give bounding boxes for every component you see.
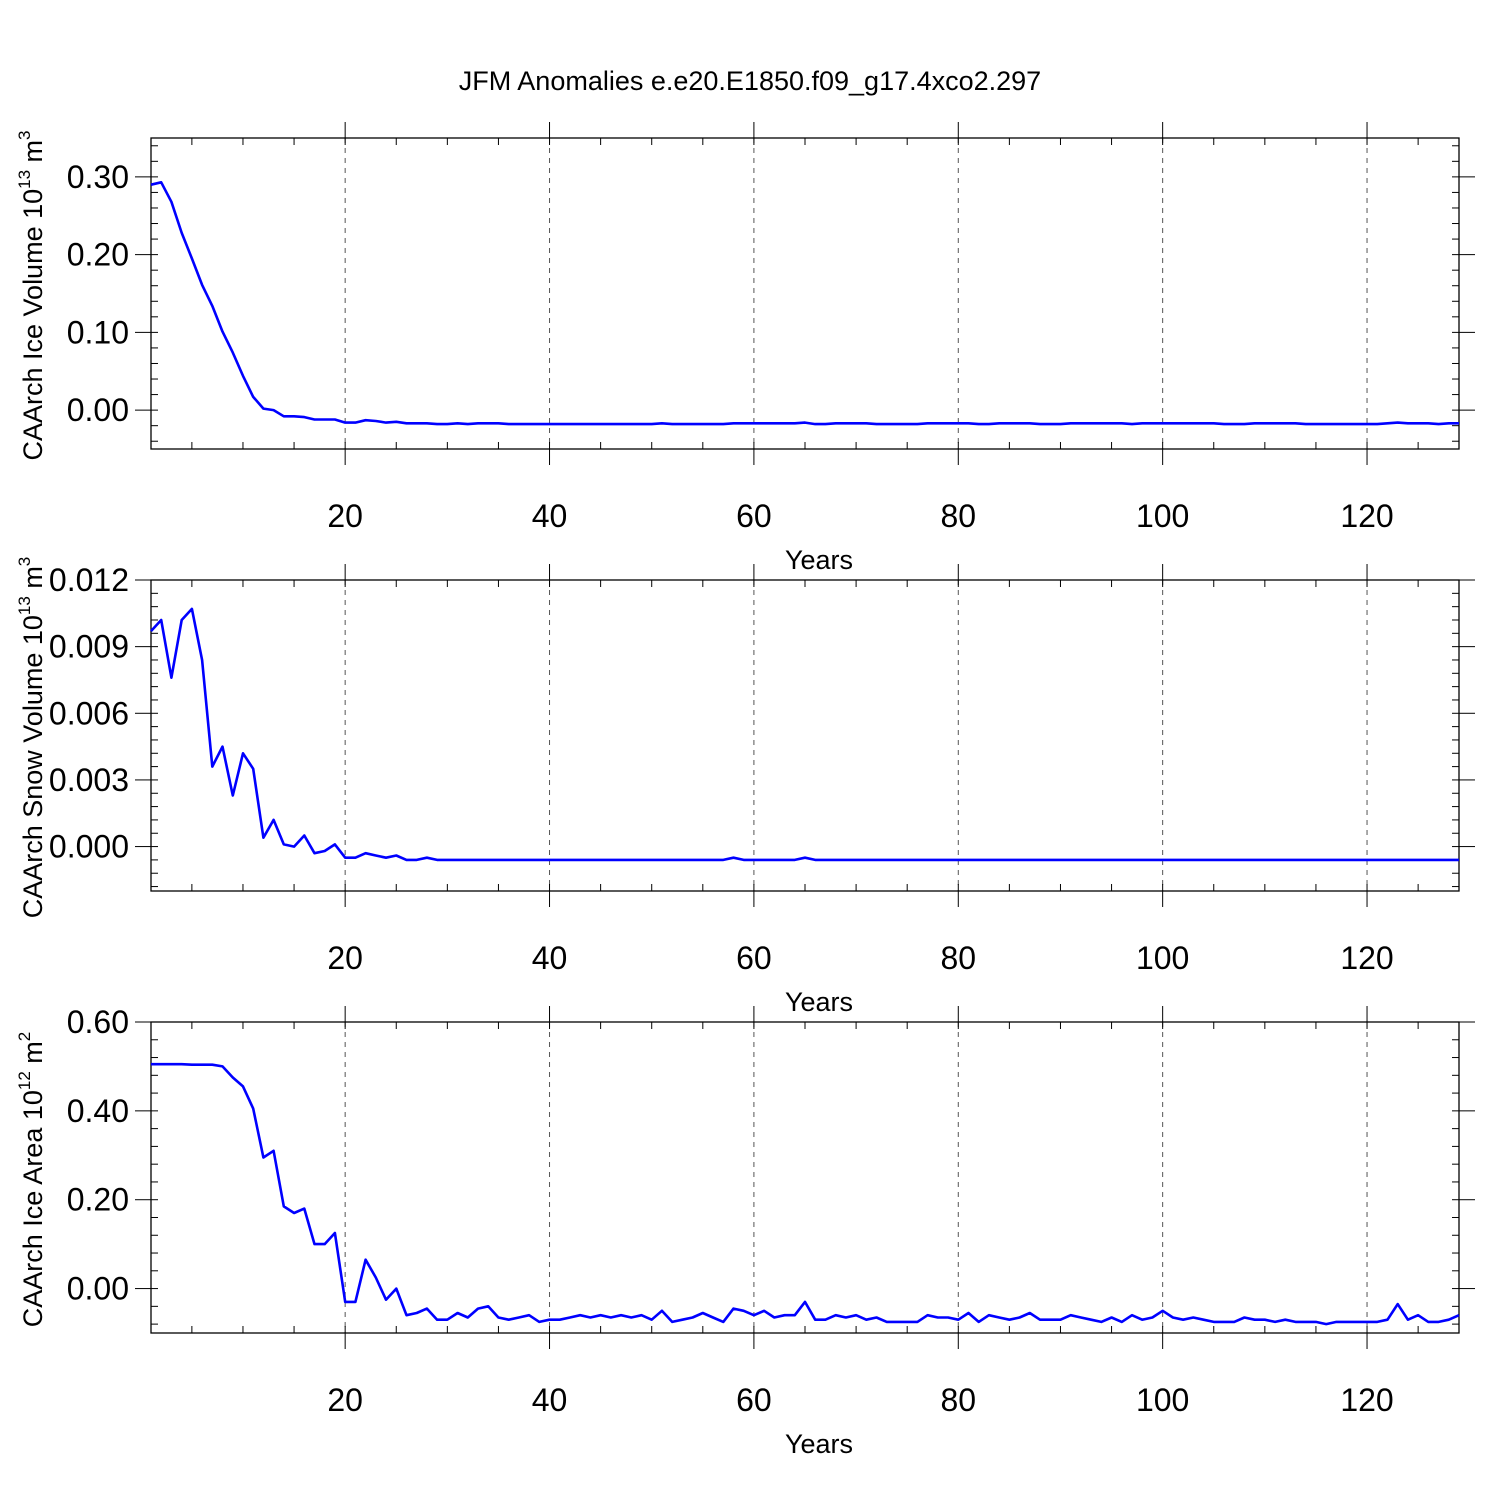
plot-frame — [150, 1021, 1460, 1334]
x-tick-label: 80 — [940, 1382, 976, 1418]
y-axis-label-exponent: 13 — [15, 170, 34, 189]
y-axis-label-unit-exponent: 3 — [15, 557, 34, 566]
x-tick-label: 100 — [1136, 1382, 1189, 1418]
y-axis-label: CAArch Ice Volume 1013 m3 — [15, 130, 48, 460]
x-tick-label: 100 — [1136, 498, 1189, 534]
y-axis-label: CAArch Ice Area 1012 m2 — [15, 1032, 48, 1328]
y-axis-label: CAArch Snow Volume 1013 m3 — [15, 557, 48, 919]
x-tick-label: 80 — [940, 498, 976, 534]
plot-frame — [150, 579, 1460, 892]
x-tick-label: 40 — [532, 498, 568, 534]
chart-panel-3: 20 40 60 80 100 120 0.00 0.20 0.40 0.60 Years CAArc… — [15, 1004, 1475, 1459]
x-tick-label: 100 — [1136, 940, 1189, 976]
y-axis-label-exponent: 13 — [15, 596, 34, 615]
series-line — [151, 1062, 1460, 1326]
x-tick-label: 20 — [327, 1382, 363, 1418]
x-tick-label: 60 — [736, 1382, 772, 1418]
y-tick-label: 0.00 — [67, 392, 129, 428]
y-axis-label-exponent: 12 — [15, 1071, 34, 1090]
x-tick-label: 120 — [1340, 498, 1393, 534]
x-axis-label: Years — [785, 1429, 853, 1459]
y-tick-label: 0.000 — [49, 829, 129, 865]
series-line — [150, 181, 1459, 426]
plot-frame — [150, 137, 1460, 450]
x-axis-label: Years — [785, 987, 853, 1017]
y-tick-label: 0.20 — [67, 1182, 129, 1218]
x-tick-label: 20 — [327, 940, 363, 976]
chart-panel-1: 20 40 60 80 100 120 0.00 0.10 0.20 0.30 Years CAArc… — [15, 122, 1475, 575]
panels: 20 40 60 80 100 120 0.00 0.10 0.20 0.30 Years CAArc… — [15, 122, 1475, 1459]
y-tick-label: 0.006 — [49, 695, 129, 731]
x-tick-label: 80 — [940, 940, 976, 976]
x-tick-label: 40 — [532, 1382, 568, 1418]
chart-panel-2: 20 40 60 80 100 120 0.000 0.003 0.006 0.009 0.012 Y… — [15, 557, 1475, 1017]
x-tick-label: 20 — [327, 498, 363, 534]
y-axis-label-text: CAArch Snow Volume 10 — [18, 615, 48, 918]
y-axis-label-unit: m — [18, 140, 48, 170]
y-axis-label-unit: m — [18, 566, 48, 596]
y-axis-label-text: CAArch Ice Volume 10 — [18, 189, 48, 461]
y-axis-label-unit-exponent: 3 — [15, 130, 34, 139]
y-axis-label-unit-exponent: 2 — [15, 1032, 34, 1041]
y-tick-label: 0.30 — [67, 159, 129, 195]
y-tick-label: 0.20 — [67, 237, 129, 273]
y-tick-label: 0.009 — [49, 629, 129, 665]
x-tick-label: 40 — [532, 940, 568, 976]
y-tick-label: 0.00 — [67, 1271, 129, 1307]
x-tick-label: 120 — [1340, 1382, 1393, 1418]
y-tick-label: 0.60 — [67, 1004, 129, 1040]
y-tick-label: 0.40 — [67, 1093, 129, 1129]
y-tick-label: 0.10 — [67, 314, 129, 350]
y-tick-label: 0.003 — [49, 762, 129, 798]
x-axis-label: Years — [785, 545, 853, 575]
chart-title: JFM Anomalies e.e20.E1850.f09_g17.4xco2.… — [459, 66, 1041, 96]
y-axis-label-text: CAArch Ice Area 10 — [18, 1090, 48, 1327]
y-axis-label-unit: m — [18, 1041, 48, 1071]
x-tick-label: 60 — [736, 940, 772, 976]
series-line — [150, 607, 1459, 862]
y-tick-label: 0.012 — [49, 562, 129, 598]
x-tick-label: 120 — [1340, 940, 1393, 976]
x-tick-label: 60 — [736, 498, 772, 534]
